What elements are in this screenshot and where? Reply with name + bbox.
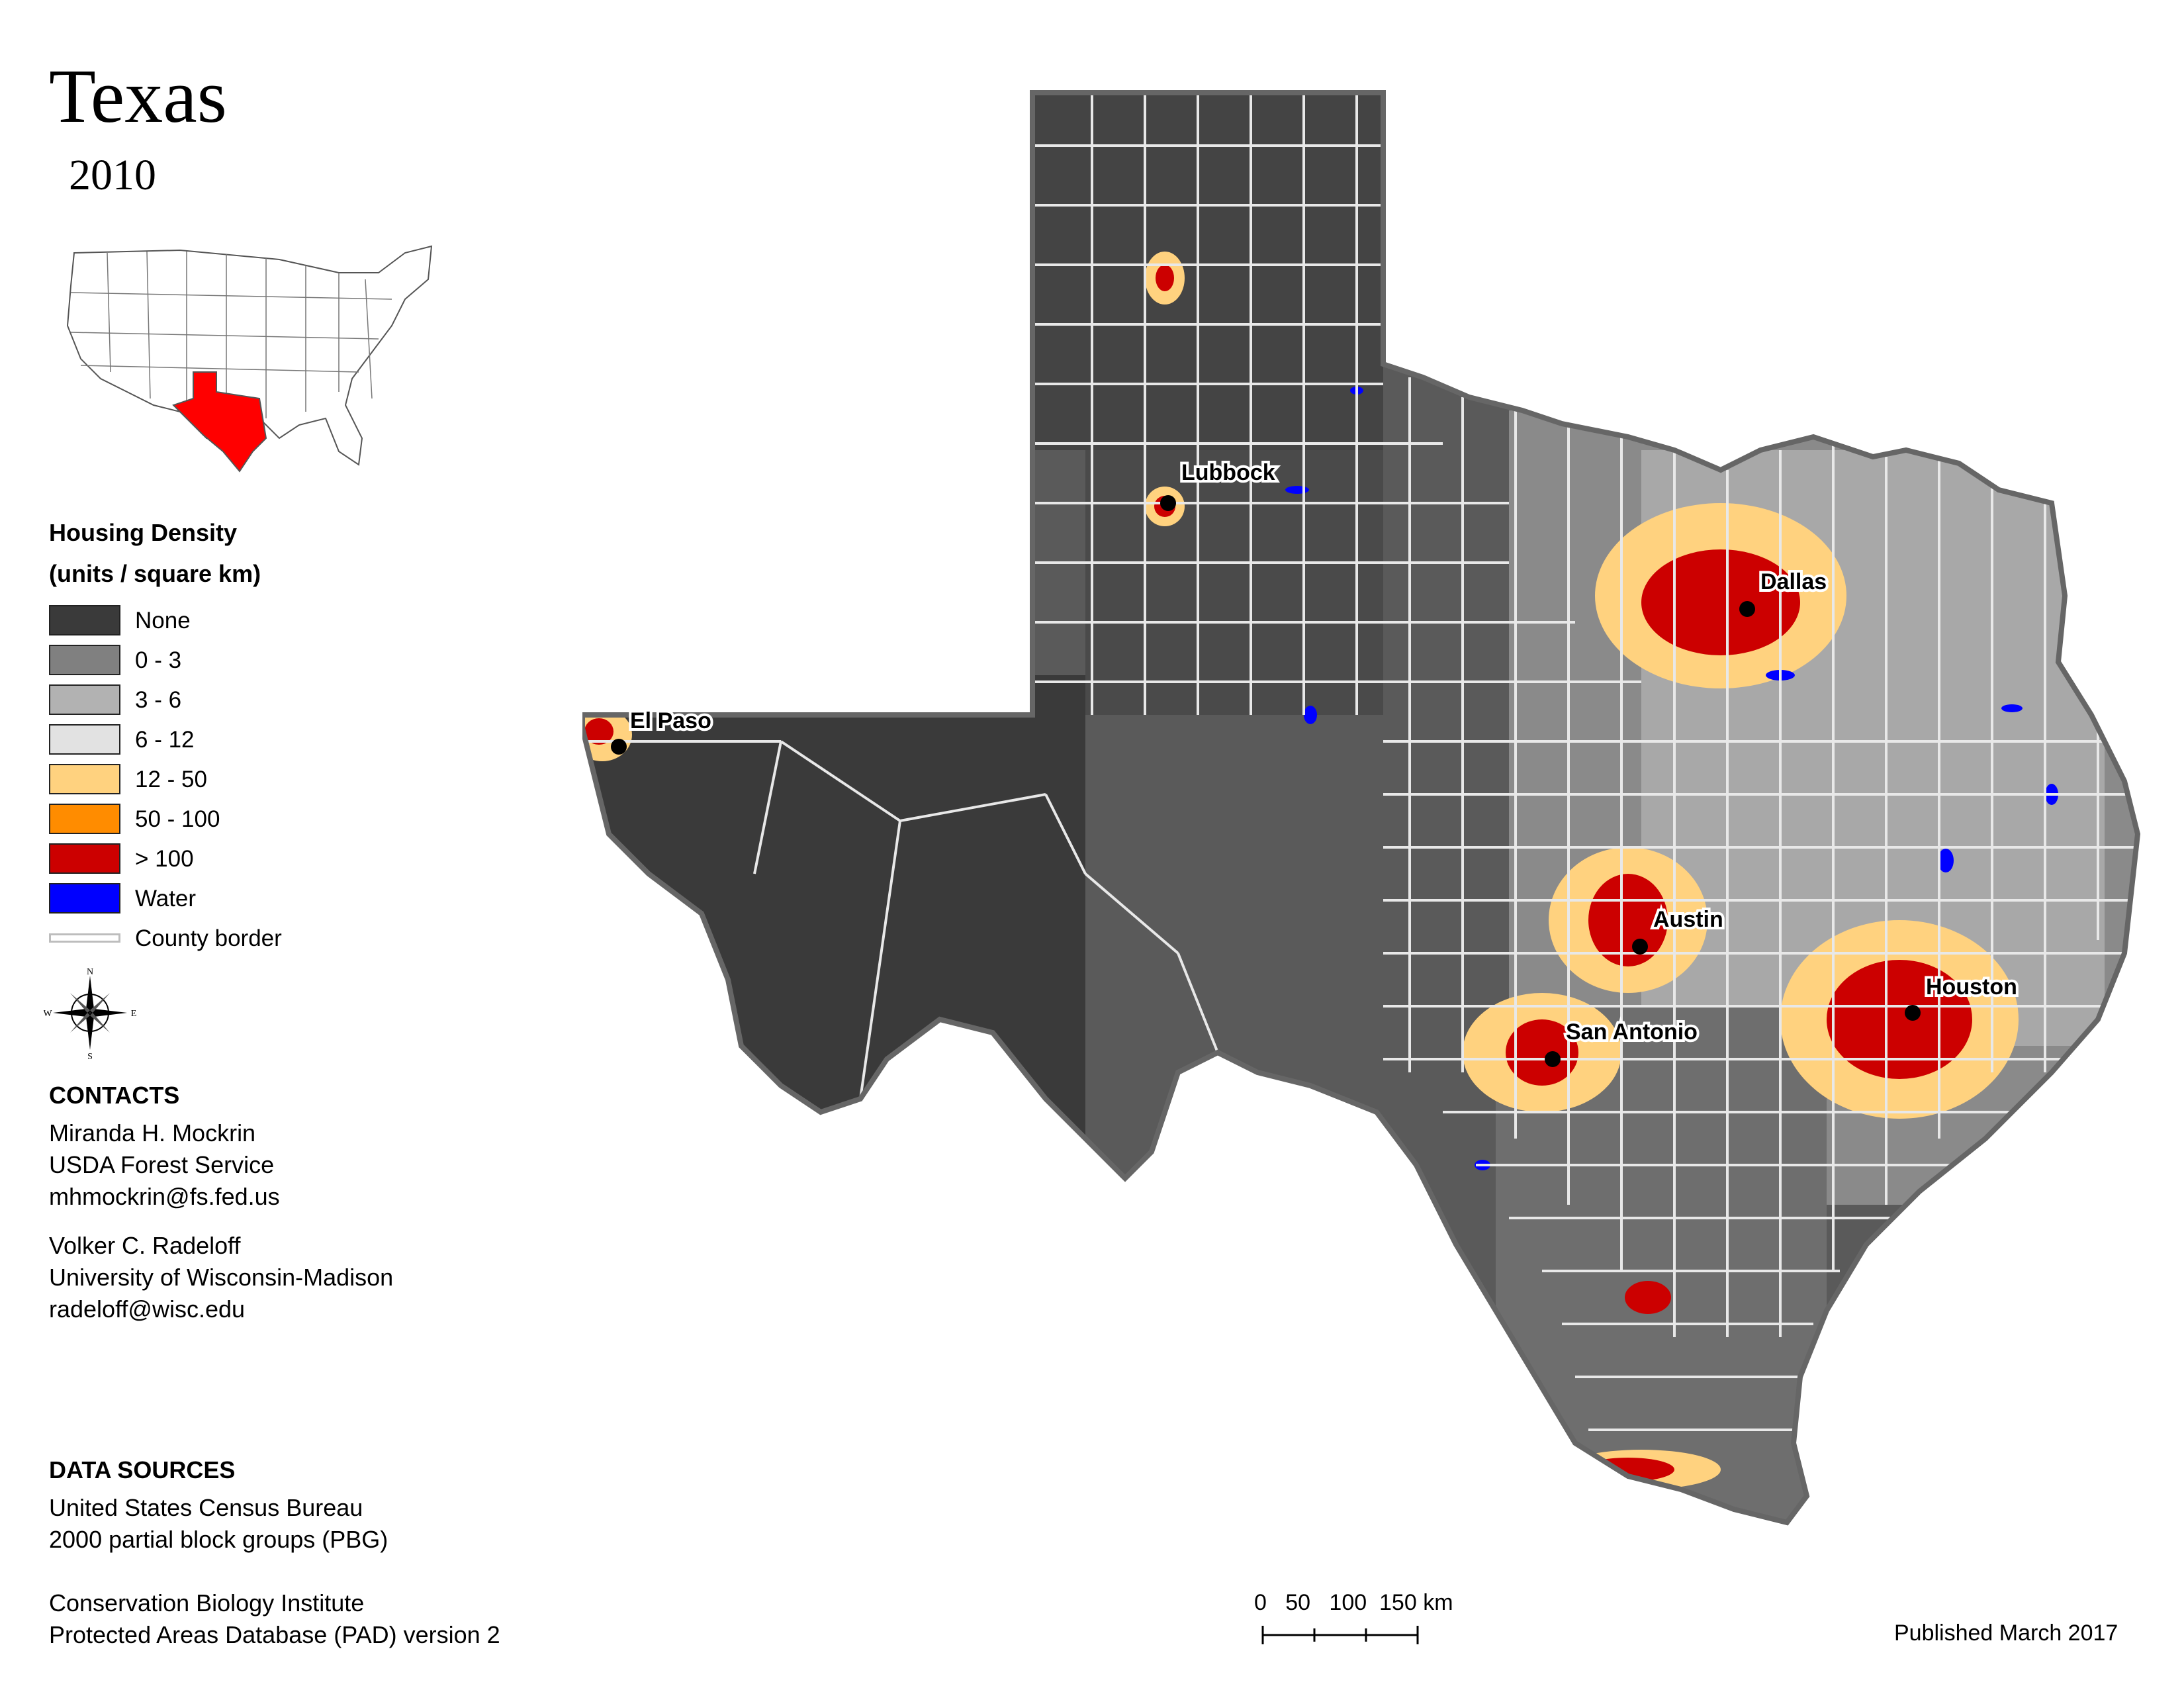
legend-label: 0 - 3 xyxy=(135,647,182,673)
legend-swatch xyxy=(49,605,120,635)
city-label: Houston xyxy=(1926,974,2017,1000)
legend-label: Water xyxy=(135,886,197,912)
legend-swatch xyxy=(49,883,120,914)
texas-highlight xyxy=(172,371,267,473)
metro-san-antonio xyxy=(1463,993,1621,1112)
legend-item-county-border: County border xyxy=(49,923,446,955)
city-el-paso[interactable]: El Paso xyxy=(611,706,714,755)
county-border-swatch xyxy=(49,933,120,943)
legend-item-0-3: 0 - 3 xyxy=(49,645,446,677)
legend-item-3-6: 3 - 6 xyxy=(49,684,446,716)
metro-amarillo xyxy=(1145,252,1185,305)
legend-label: 6 - 12 xyxy=(135,727,195,753)
legend-item-50-100: 50 - 100 xyxy=(49,804,446,835)
legend-title: Housing Density xyxy=(49,519,238,546)
legend-label: County border xyxy=(135,925,282,951)
legend-swatch xyxy=(49,843,120,874)
density-none-west xyxy=(582,675,1085,1205)
legend-swatch xyxy=(49,804,120,834)
city-label: San Antonio xyxy=(1566,1019,1698,1045)
texas-housing-density-map: Lubbock Dallas El Paso Austin Houston Sa… xyxy=(582,90,2141,1526)
legend-label: 12 - 50 xyxy=(135,767,207,792)
metro-houston xyxy=(1780,920,2019,1119)
contact-org: University of Wisconsin-Madison xyxy=(49,1264,394,1291)
scale-bar-labels: 0 50 100 150 km xyxy=(1254,1590,1453,1615)
city-label: Austin xyxy=(1653,907,1723,932)
legend-item-none: None xyxy=(49,605,446,637)
map-title: Texas xyxy=(49,54,227,139)
county-borders xyxy=(582,93,2138,1431)
compass-rose-icon: N S E W xyxy=(44,967,136,1059)
published-date: Published March 2017 xyxy=(1894,1620,2118,1646)
city-lubbock[interactable]: Lubbock xyxy=(1160,457,1278,511)
data-source-line: Protected Areas Database (PAD) version 2 xyxy=(49,1621,500,1648)
legend-subtitle: (units / square km) xyxy=(49,560,261,587)
metro-dallas xyxy=(1595,503,1846,688)
density-panhandle-south xyxy=(1085,450,1383,715)
legend-label: 3 - 6 xyxy=(135,687,182,713)
contact-2: Volker C. Radeloff University of Wiscons… xyxy=(49,1230,393,1325)
legend-item-6-12: 6 - 12 xyxy=(49,724,446,756)
city-austin[interactable]: Austin xyxy=(1632,904,1726,955)
contact-name: Volker C. Radeloff xyxy=(49,1232,241,1259)
compass-e: E xyxy=(131,1009,136,1019)
legend-item-gt-100: > 100 xyxy=(49,843,446,875)
city-san-antonio[interactable]: San Antonio xyxy=(1545,1017,1700,1067)
data-source-line: United States Census Bureau xyxy=(49,1494,363,1521)
scale-bar xyxy=(1261,1626,1419,1644)
data-source-line: Conservation Biology Institute xyxy=(49,1589,365,1617)
city-label: Lubbock xyxy=(1181,460,1275,485)
contact-email[interactable]: mhmockrin@fs.fed.us xyxy=(49,1183,280,1210)
contact-email[interactable]: radeloff@wisc.edu xyxy=(49,1295,246,1323)
compass-w: W xyxy=(44,1009,52,1019)
legend-swatch xyxy=(49,684,120,715)
data-source-line: 2000 partial block groups (PBG) xyxy=(49,1526,388,1553)
usa-outline xyxy=(66,245,433,466)
data-source-2: Conservation Biology Institute Protected… xyxy=(49,1587,500,1651)
legend-label: None xyxy=(135,608,191,633)
legend-swatch xyxy=(49,764,120,794)
city-houston[interactable]: Houston xyxy=(1905,972,2020,1021)
metro-austin xyxy=(1549,847,1707,993)
city-label: Dallas xyxy=(1760,569,1827,594)
contact-name: Miranda H. Mockrin xyxy=(49,1119,256,1147)
data-sources-heading: DATA SOURCES xyxy=(49,1456,236,1483)
city-dallas[interactable]: Dallas xyxy=(1739,567,1829,617)
metro-rio-grande-valley xyxy=(1562,1450,1721,1489)
contact-org: USDA Forest Service xyxy=(49,1151,275,1178)
metro-corpus-christi xyxy=(1625,1281,1671,1314)
contact-1: Miranda H. Mockrin USDA Forest Service m… xyxy=(49,1117,280,1213)
legend-item-12-50: 12 - 50 xyxy=(49,764,446,796)
compass-n: N xyxy=(87,967,93,977)
usa-inset-map xyxy=(66,245,433,473)
data-source-1: United States Census Bureau 2000 partial… xyxy=(49,1492,388,1556)
contacts-heading: CONTACTS xyxy=(49,1082,180,1109)
city-label: El Paso xyxy=(630,708,711,733)
legend-swatch xyxy=(49,724,120,755)
legend-label: 50 - 100 xyxy=(135,806,220,832)
legend-item-water: Water xyxy=(49,883,446,915)
legend-swatch xyxy=(49,645,120,675)
legend-label: > 100 xyxy=(135,846,194,872)
texas-state-outline xyxy=(582,90,2141,1526)
compass-s: S xyxy=(87,1052,93,1059)
map-year: 2010 xyxy=(69,151,156,199)
